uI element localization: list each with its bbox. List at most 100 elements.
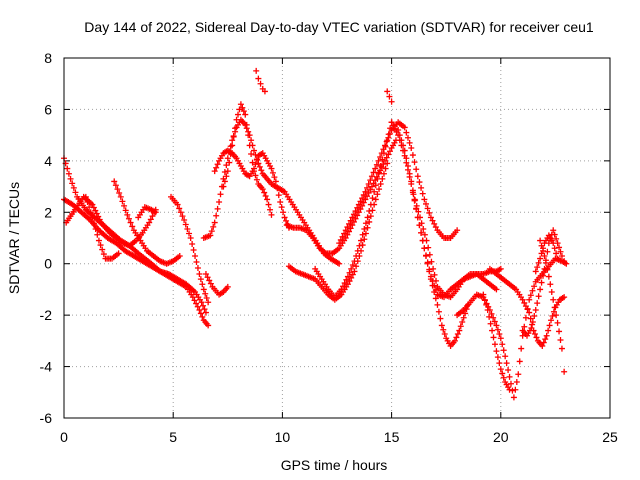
data-point <box>349 262 356 268</box>
data-point <box>100 251 107 258</box>
data-point <box>539 343 546 349</box>
data-point <box>362 188 369 195</box>
data-point <box>256 163 263 170</box>
data-point <box>418 184 425 191</box>
data-point <box>513 379 520 385</box>
data-point <box>534 300 541 307</box>
data-point <box>349 222 356 229</box>
data-point <box>374 191 381 198</box>
data-point <box>406 170 413 177</box>
data-point <box>367 177 374 184</box>
series-arc-14 <box>285 160 391 303</box>
data-point <box>540 339 547 346</box>
data-point <box>413 166 420 173</box>
data-point <box>488 310 495 317</box>
data-point <box>200 302 207 309</box>
data-point <box>544 248 551 255</box>
data-point <box>540 272 547 279</box>
data-point <box>122 207 129 214</box>
data-point <box>531 283 538 290</box>
data-point <box>202 290 209 297</box>
data-point <box>451 337 458 344</box>
data-point <box>65 170 72 177</box>
data-point <box>551 231 558 238</box>
data-point <box>357 198 364 205</box>
data-point <box>376 186 383 193</box>
data-point <box>364 184 371 191</box>
y-axis-label: SDTVAR / TECUs <box>6 182 22 294</box>
data-point <box>347 225 354 232</box>
data-point <box>506 386 513 393</box>
data-point <box>374 175 381 182</box>
data-point <box>424 260 431 267</box>
data-point <box>203 295 210 301</box>
data-point <box>353 263 360 270</box>
data-point <box>382 165 389 172</box>
data-point <box>496 360 503 367</box>
data-point <box>424 205 431 212</box>
data-point <box>518 345 525 352</box>
data-point <box>437 315 444 322</box>
data-point <box>515 371 522 378</box>
data-point <box>543 332 550 339</box>
data-point <box>531 313 538 319</box>
x-tick-label: 20 <box>493 429 509 445</box>
data-point <box>351 258 358 265</box>
data-point <box>89 201 96 208</box>
data-point <box>527 315 534 322</box>
data-point <box>368 173 375 180</box>
data-point <box>116 190 123 196</box>
data-point <box>213 212 220 219</box>
data-point <box>283 217 290 224</box>
data-point <box>249 159 256 166</box>
series-arc-22 <box>480 291 513 393</box>
data-point <box>202 309 209 316</box>
data-point <box>186 230 193 237</box>
data-point <box>240 108 247 115</box>
data-point <box>412 197 419 204</box>
data-point <box>526 309 533 316</box>
data-point <box>227 151 234 157</box>
data-point <box>537 237 544 244</box>
data-point <box>483 301 490 308</box>
data-point <box>182 221 189 228</box>
data-point <box>114 186 121 193</box>
data-point <box>69 180 76 187</box>
data-point <box>487 320 494 327</box>
data-point <box>395 127 402 133</box>
data-point <box>427 214 434 221</box>
data-point <box>87 209 94 216</box>
series-arc-20 <box>410 191 500 301</box>
data-point <box>196 271 203 277</box>
data-point <box>97 242 104 249</box>
data-point <box>545 327 552 334</box>
data-point <box>281 214 288 221</box>
data-point <box>454 331 461 337</box>
data-point <box>386 93 393 100</box>
data-point <box>364 224 371 231</box>
data-point <box>415 208 422 215</box>
data-point <box>550 296 557 303</box>
series-arc-3 <box>63 193 159 249</box>
data-point <box>553 250 560 257</box>
data-point <box>208 228 215 235</box>
data-point <box>421 231 428 238</box>
data-point <box>362 220 369 227</box>
series-arc-8 <box>202 271 231 298</box>
data-point <box>432 295 439 302</box>
data-point <box>521 323 528 330</box>
data-point <box>229 142 236 149</box>
data-point <box>362 196 369 203</box>
data-point <box>357 206 364 213</box>
data-point <box>246 142 253 149</box>
data-point <box>344 231 351 238</box>
data-point <box>341 230 348 237</box>
data-point <box>255 75 262 82</box>
data-point <box>229 137 236 144</box>
data-point <box>440 326 447 333</box>
data-point <box>456 327 463 334</box>
data-point <box>268 211 275 218</box>
data-point <box>493 322 500 329</box>
data-point <box>358 237 365 244</box>
series-arc-17 <box>384 88 395 105</box>
